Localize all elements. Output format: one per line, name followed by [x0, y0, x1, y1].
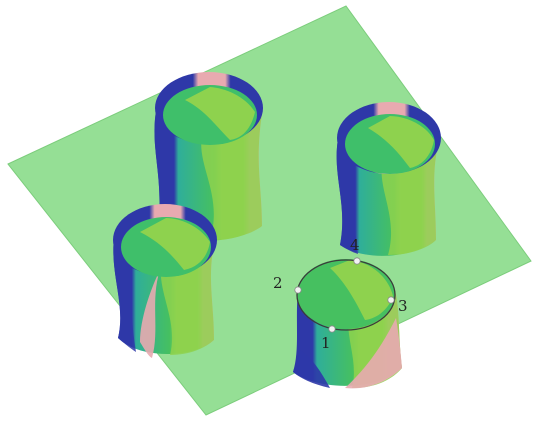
point-1 — [328, 325, 336, 333]
point-3 — [387, 296, 395, 304]
point-2 — [294, 286, 302, 294]
point-label-3: 3 — [398, 297, 408, 315]
cylinder-top-right — [336, 102, 441, 256]
point-label-2: 2 — [273, 274, 283, 292]
cylinder-bottom-left — [113, 204, 217, 358]
point-label-1: 1 — [321, 334, 331, 352]
cylinder-bottom-right — [293, 257, 402, 389]
rim-curve — [296, 259, 396, 331]
point-label-4: 4 — [350, 236, 360, 254]
point-4 — [353, 257, 361, 265]
ground-plane — [7, 5, 532, 416]
